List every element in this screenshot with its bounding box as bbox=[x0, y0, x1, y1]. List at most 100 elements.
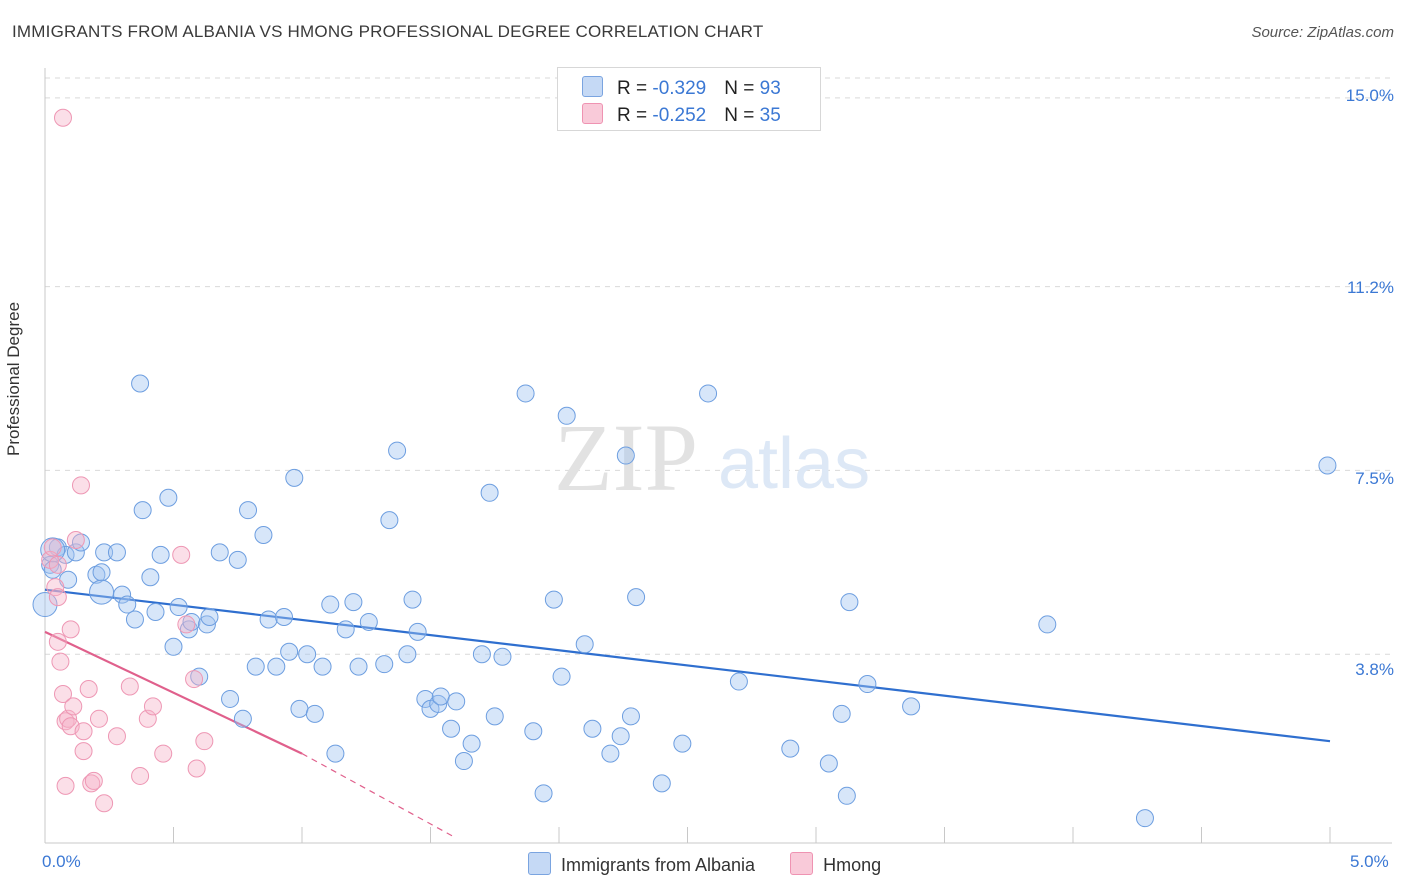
albania-point bbox=[221, 689, 240, 708]
albania-trend-line bbox=[44, 588, 1331, 743]
albania-point bbox=[575, 635, 594, 654]
albania-point bbox=[462, 734, 481, 753]
y-tick-label: 15.0% bbox=[1345, 86, 1394, 105]
albania-point bbox=[832, 704, 851, 723]
albania-point bbox=[1038, 615, 1057, 634]
hmong-point bbox=[120, 677, 139, 696]
series-legend: Immigrants from Albania Hmong bbox=[528, 852, 911, 876]
albania-point bbox=[472, 645, 491, 664]
albania-point bbox=[275, 607, 294, 626]
albania-point bbox=[95, 543, 114, 562]
hmong-point bbox=[95, 794, 114, 813]
albania-point bbox=[534, 784, 553, 803]
hmong-trend-line bbox=[44, 630, 303, 755]
albania-point bbox=[118, 595, 137, 614]
hmong-point bbox=[48, 555, 67, 574]
albania-point bbox=[902, 697, 921, 716]
albania-point bbox=[673, 734, 692, 753]
albania-point bbox=[516, 384, 535, 403]
hmong-point bbox=[177, 615, 196, 634]
hmong-point bbox=[64, 697, 83, 716]
y-tick-label: 11.2% bbox=[1347, 278, 1394, 297]
x-tick-label: 0.0% bbox=[42, 852, 81, 871]
albania-point bbox=[89, 579, 115, 605]
albania-point bbox=[164, 637, 183, 656]
hmong-point bbox=[56, 776, 75, 795]
hmong-point bbox=[48, 632, 67, 651]
watermark-zip: ZIP bbox=[554, 404, 698, 511]
legend-item-albania[interactable]: Immigrants from Albania bbox=[528, 852, 755, 876]
hmong-point bbox=[143, 697, 162, 716]
albania-point bbox=[125, 610, 144, 629]
hmong-point bbox=[89, 709, 108, 728]
legend-item-hmong[interactable]: Hmong bbox=[790, 852, 881, 876]
watermark: ZIP atlas bbox=[554, 404, 870, 511]
albania-point bbox=[280, 642, 299, 661]
albania-point bbox=[349, 657, 368, 676]
albania-point bbox=[429, 694, 448, 713]
albania-point bbox=[197, 615, 216, 634]
albania-point bbox=[233, 709, 252, 728]
hmong-point bbox=[84, 771, 103, 790]
albania-point bbox=[431, 687, 450, 706]
hmong-point bbox=[53, 108, 72, 127]
albania-point bbox=[616, 446, 635, 465]
albania-point bbox=[169, 598, 188, 617]
albania-point bbox=[200, 607, 219, 626]
albania-point bbox=[837, 786, 856, 805]
albania-point bbox=[493, 647, 512, 666]
y-axis-label: Professional Degree bbox=[4, 301, 23, 456]
trend-lines bbox=[44, 588, 1331, 839]
albania-point bbox=[375, 655, 394, 674]
albania-point bbox=[246, 657, 265, 676]
albania-point bbox=[729, 672, 748, 691]
legend-swatch-albania bbox=[528, 852, 551, 875]
albania-point bbox=[398, 645, 417, 664]
albania-point bbox=[388, 441, 407, 460]
albania-point bbox=[611, 727, 630, 746]
albania-point bbox=[1318, 456, 1337, 475]
hmong-point bbox=[154, 744, 173, 763]
albania-point bbox=[447, 692, 466, 711]
legend-n-albania: 93 bbox=[759, 78, 781, 99]
albania-point bbox=[267, 657, 286, 676]
albania-point bbox=[485, 707, 504, 726]
y-tick-label: 7.5% bbox=[1355, 469, 1394, 488]
albania-point bbox=[552, 667, 571, 686]
legend-r-hmong: -0.252 bbox=[652, 105, 707, 126]
albania-point bbox=[87, 565, 106, 584]
x-tick-label: 5.0% bbox=[1350, 852, 1389, 871]
hmong-point bbox=[43, 538, 62, 557]
legend-row-hmong: R = -0.252 N = 35 bbox=[582, 103, 781, 127]
albania-point bbox=[32, 592, 58, 618]
hmong-point bbox=[187, 759, 206, 778]
albania-point bbox=[627, 588, 646, 607]
legend-swatch-hmong bbox=[582, 103, 603, 124]
albania-point bbox=[190, 667, 209, 686]
albania-point bbox=[336, 620, 355, 639]
albania-point bbox=[146, 603, 165, 622]
albania-point bbox=[239, 501, 258, 520]
legend-r-albania: -0.329 bbox=[652, 78, 707, 99]
hmong-point bbox=[74, 742, 93, 761]
albania-point bbox=[313, 657, 332, 676]
albania-point bbox=[141, 568, 160, 587]
albania-point bbox=[408, 622, 427, 641]
albania-point bbox=[840, 593, 859, 612]
legend-n-hmong: 35 bbox=[759, 105, 781, 126]
hmong-point bbox=[185, 670, 204, 689]
albania-point bbox=[66, 543, 85, 562]
watermark-atlas: atlas bbox=[718, 424, 870, 504]
albania-point bbox=[254, 526, 273, 545]
albania-point bbox=[159, 488, 178, 507]
albania-point bbox=[305, 704, 324, 723]
albania-point bbox=[285, 468, 304, 487]
y-tick-label: 3.8% bbox=[1355, 660, 1394, 679]
hmong-point bbox=[66, 530, 85, 549]
albania-point bbox=[107, 543, 126, 562]
albania-point bbox=[71, 533, 90, 552]
hmong-point bbox=[71, 476, 90, 495]
albania-point bbox=[652, 774, 671, 793]
hmong-point bbox=[48, 588, 67, 607]
